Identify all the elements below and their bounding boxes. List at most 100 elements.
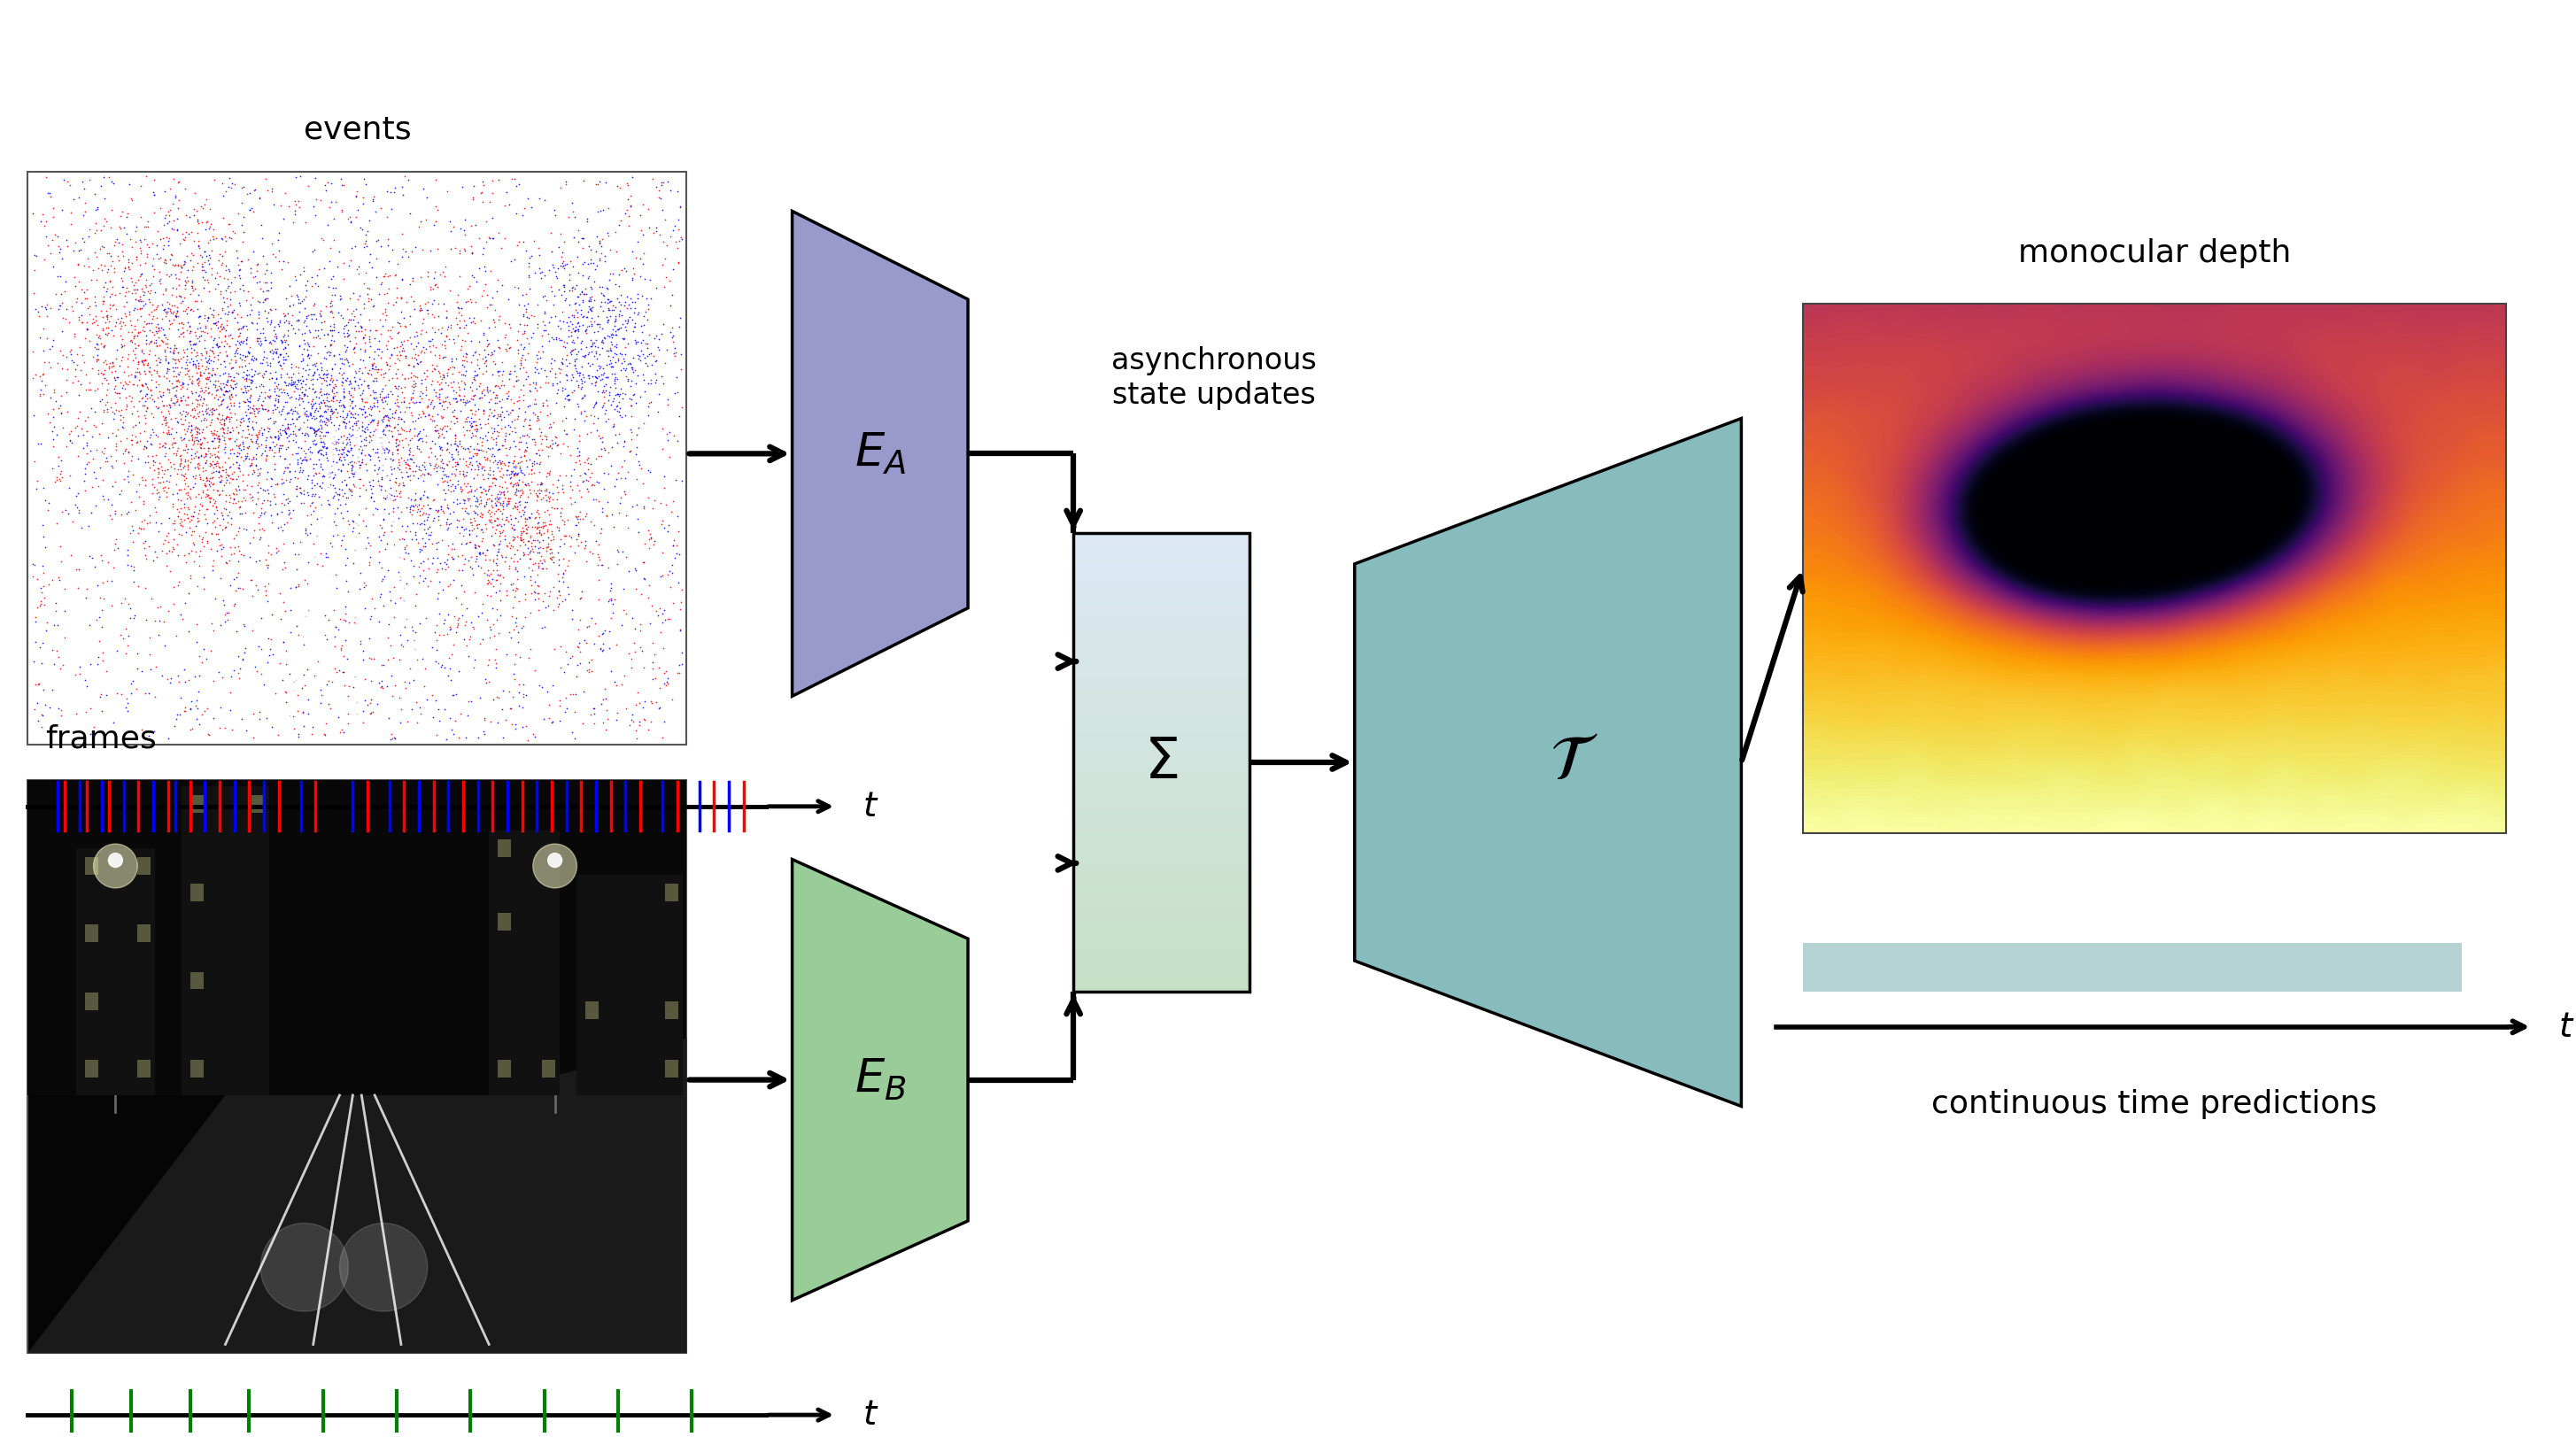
Point [374, 489, 415, 512]
Point [209, 274, 250, 297]
Point [224, 220, 265, 243]
Point [260, 434, 301, 457]
Point [126, 233, 167, 256]
Point [296, 461, 337, 484]
Point [562, 263, 603, 286]
Point [440, 349, 482, 372]
Point [376, 286, 417, 309]
Point [381, 336, 422, 359]
Point [641, 565, 683, 588]
Point [428, 556, 469, 579]
Point [131, 320, 173, 343]
Point [350, 477, 392, 500]
Point [286, 313, 327, 336]
Point [327, 440, 368, 463]
Point [319, 637, 361, 660]
Point [332, 402, 374, 425]
Point [263, 420, 304, 443]
Point [196, 407, 237, 430]
Point [513, 451, 554, 474]
Point [348, 553, 389, 576]
Point [113, 606, 155, 629]
Point [70, 697, 111, 720]
Point [433, 547, 474, 570]
Point [453, 385, 495, 408]
Point [518, 586, 559, 609]
Point [247, 368, 289, 391]
Bar [1074, 842, 1249, 845]
Point [484, 424, 526, 447]
Point [286, 448, 327, 471]
Point [191, 612, 232, 635]
Point [147, 422, 188, 445]
Point [124, 404, 165, 427]
Point [330, 466, 371, 489]
Point [54, 365, 95, 388]
Point [621, 264, 662, 287]
Point [389, 273, 430, 296]
Point [219, 576, 260, 599]
Point [304, 394, 345, 417]
Point [531, 710, 572, 733]
Point [278, 263, 319, 286]
Point [446, 460, 487, 483]
Point [116, 216, 157, 239]
Point [629, 297, 670, 320]
Point [507, 506, 549, 529]
Point [613, 382, 654, 405]
Point [477, 407, 518, 430]
Point [582, 477, 623, 500]
Point [41, 460, 82, 483]
Point [294, 428, 335, 451]
Point [417, 698, 459, 721]
Point [541, 351, 582, 374]
Point [178, 510, 219, 533]
Point [397, 691, 438, 714]
Point [479, 168, 520, 191]
Point [659, 598, 701, 621]
Point [371, 497, 412, 520]
Point [399, 487, 440, 510]
Point [278, 292, 319, 315]
Point [106, 305, 147, 328]
Point [487, 414, 528, 437]
Point [325, 335, 366, 358]
Point [399, 351, 440, 374]
Point [440, 497, 482, 520]
Point [126, 397, 167, 420]
Point [407, 523, 448, 546]
Point [204, 335, 245, 358]
Point [332, 338, 374, 361]
Point [366, 205, 407, 228]
Point [574, 529, 616, 552]
Point [590, 579, 631, 602]
Point [587, 366, 629, 389]
Point [350, 384, 392, 407]
Point [564, 369, 605, 392]
Point [435, 407, 477, 430]
Point [204, 451, 245, 474]
Point [75, 290, 116, 313]
Point [100, 336, 142, 359]
Point [170, 241, 211, 264]
Point [100, 683, 142, 706]
Point [240, 701, 281, 724]
Point [281, 701, 322, 724]
Point [193, 402, 234, 425]
Point [142, 293, 183, 316]
Point [502, 195, 544, 218]
Point [484, 509, 526, 532]
Point [453, 499, 495, 522]
Point [343, 193, 384, 216]
Point [510, 601, 551, 624]
Point [270, 422, 312, 445]
Point [307, 322, 348, 345]
Point [335, 414, 376, 437]
Point [144, 251, 185, 274]
Point [448, 480, 489, 503]
Point [289, 358, 330, 381]
Point [644, 608, 685, 631]
Polygon shape [28, 1038, 688, 1354]
Point [652, 533, 693, 556]
Point [41, 401, 82, 424]
